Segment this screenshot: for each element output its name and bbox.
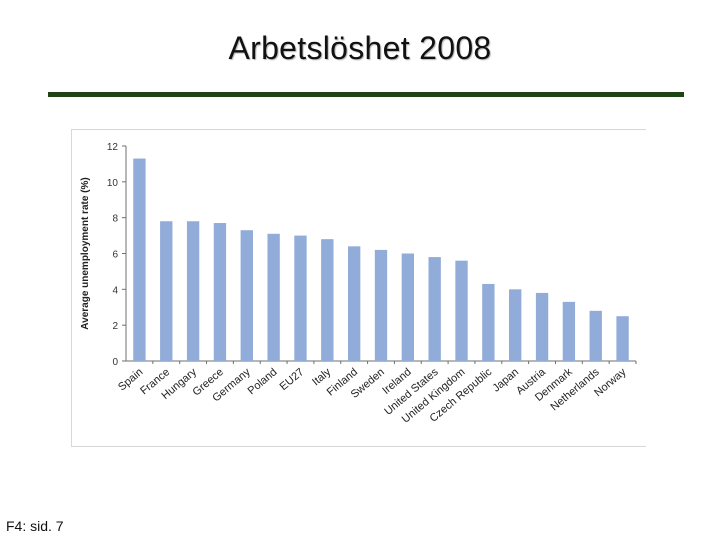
slide-title: Arbetslöshet 2008 — [228, 30, 492, 66]
y-tick-label: 4 — [112, 285, 118, 296]
bar — [428, 257, 441, 361]
slide-footer: F4: sid. 7 — [6, 518, 64, 534]
bar — [562, 301, 576, 361]
bar — [616, 316, 629, 361]
y-tick-label: 6 — [112, 250, 118, 261]
y-axis-title: Average unemployment rate (%) — [80, 177, 91, 329]
bar — [455, 260, 468, 361]
y-tick-label: 10 — [107, 178, 119, 189]
bar — [160, 221, 173, 361]
bar — [213, 223, 227, 361]
x-category-label: Poland — [246, 366, 280, 397]
y-tick-label: 8 — [112, 214, 118, 225]
bar — [509, 289, 522, 361]
bar — [482, 283, 495, 361]
y-tick-label: 0 — [112, 357, 118, 368]
bar — [321, 239, 334, 361]
bar — [267, 233, 280, 361]
bar — [347, 246, 361, 361]
bar — [374, 249, 388, 361]
bar — [535, 292, 549, 361]
title-rule — [48, 92, 684, 97]
x-category-label: EU27 — [278, 366, 307, 393]
bar — [401, 253, 415, 361]
bar — [589, 310, 602, 361]
bar — [240, 230, 253, 361]
y-tick-label: 12 — [107, 142, 119, 153]
bar — [186, 221, 200, 361]
bar — [294, 235, 307, 361]
bar — [133, 158, 146, 361]
y-tick-label: 2 — [112, 321, 118, 332]
